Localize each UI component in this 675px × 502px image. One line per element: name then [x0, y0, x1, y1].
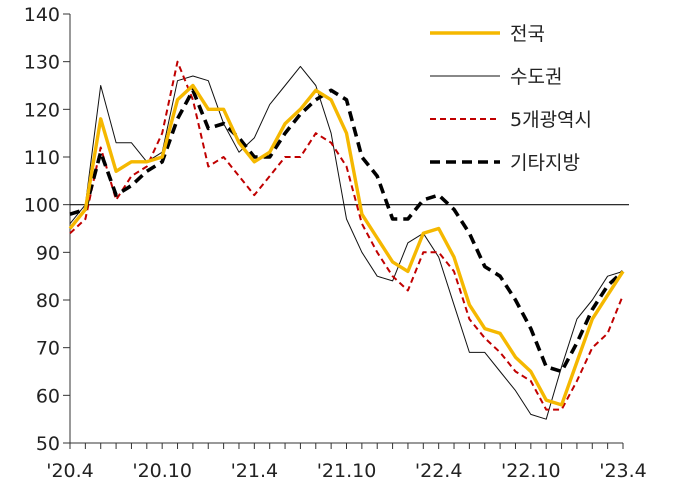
y-tick-label: 70 — [36, 338, 60, 360]
legend-label-0: 전국 — [510, 23, 545, 45]
x-tick-label: '22.4 — [415, 460, 463, 482]
x-tick-label: '20.10 — [132, 460, 192, 482]
y-tick-label: 90 — [36, 242, 60, 264]
x-axis: '20.4 '20.10 '21.4 '21.10 '22.4 '22.10 '23.4 — [46, 442, 647, 482]
series-line-2 — [69, 60, 624, 411]
y-tick-label: 50 — [36, 433, 60, 455]
y-tick-label: 60 — [36, 385, 60, 407]
x-tick-label: '21.4 — [231, 460, 279, 482]
y-tick-label: 140 — [24, 4, 60, 26]
legend-label-3: 기타지방 — [510, 152, 580, 174]
y-tick-label: 100 — [24, 195, 60, 217]
y-tick-label: 80 — [36, 290, 60, 312]
x-tick-label: '22.10 — [501, 460, 561, 482]
series-line-3 — [69, 88, 625, 374]
x-tick-label: '21.10 — [317, 460, 377, 482]
y-tick-label: 120 — [24, 99, 60, 121]
x-tick-label: '23.4 — [599, 460, 647, 482]
legend-label-1: 수도권 — [510, 66, 562, 88]
y-tick-label: 130 — [24, 52, 60, 74]
series-line-0 — [68, 83, 625, 407]
y-tick-label: 110 — [24, 147, 60, 169]
y-axis: 50 60 70 80 90 100 110 120 130 140 — [24, 4, 71, 455]
legend-label-2: 5개광역시 — [510, 109, 592, 131]
x-tick-label: '20.4 — [46, 460, 94, 482]
series-lines — [68, 60, 625, 420]
